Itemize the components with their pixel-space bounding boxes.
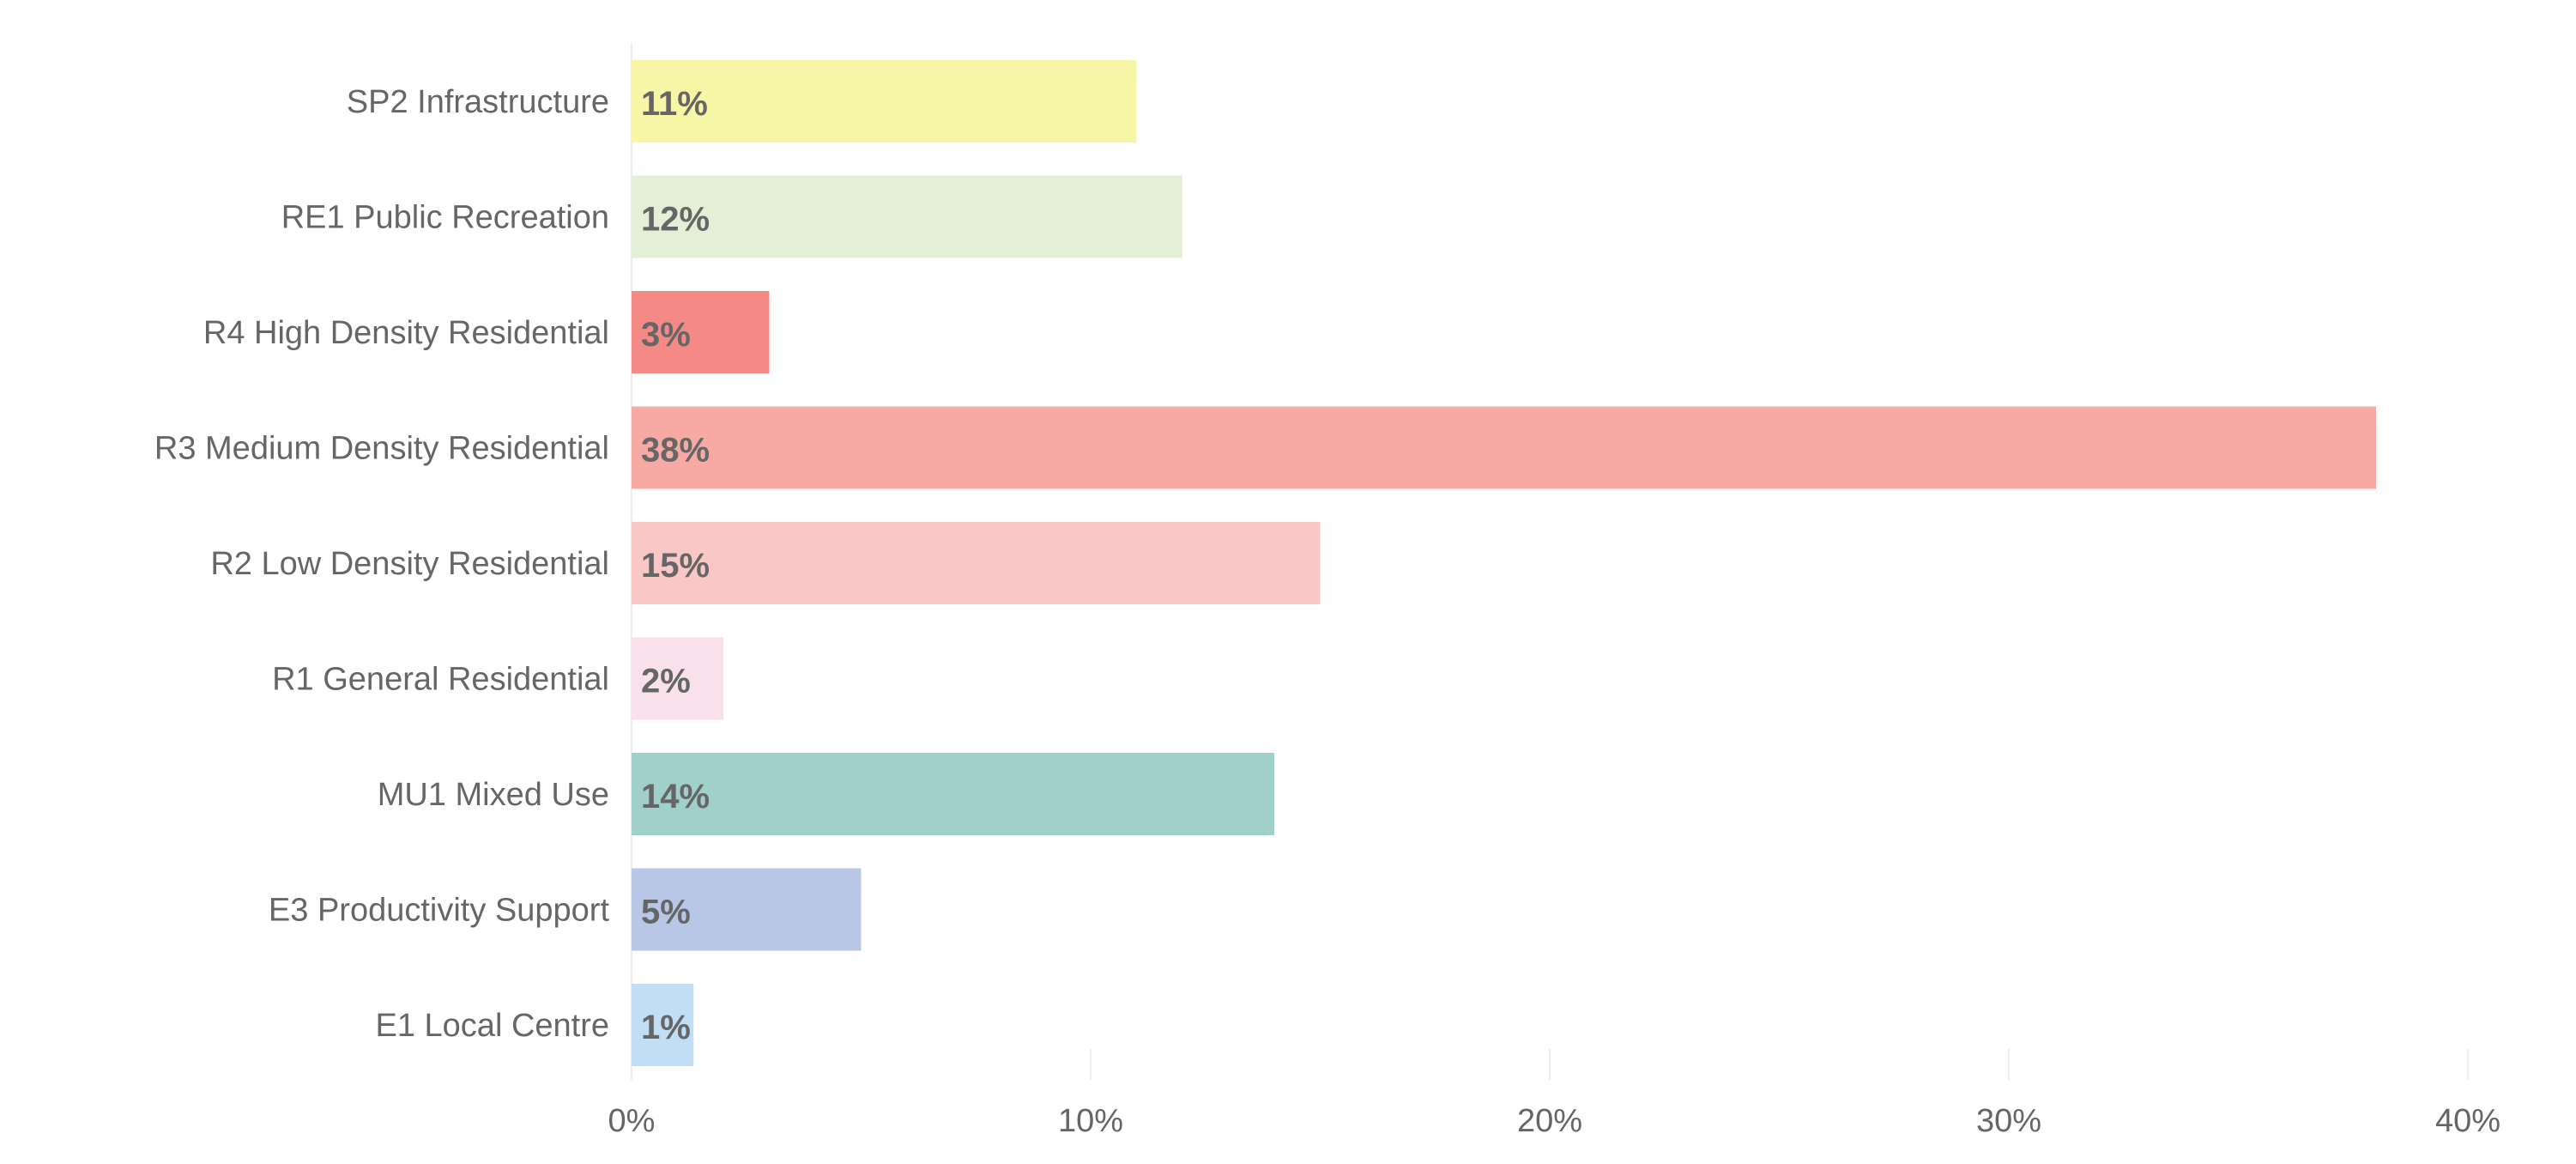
bar (632, 175, 1182, 258)
value-label: 5% (641, 894, 691, 931)
value-label: 3% (641, 316, 691, 354)
bar (632, 637, 723, 720)
category-label: R3 Medium Density Residential (154, 431, 609, 467)
category-label: E3 Productivity Support (269, 893, 610, 929)
value-label: 14% (641, 778, 710, 815)
category-labels: SP2 Infrastructure RE1 Public Recreation R… (154, 84, 610, 1044)
bar (632, 406, 2376, 489)
value-label: 1% (641, 1009, 691, 1046)
category-label: RE1 Public Recreation (281, 200, 609, 236)
value-label: 12% (641, 201, 710, 239)
value-label: 38% (641, 432, 710, 470)
bar (632, 753, 1274, 835)
x-tick-label: 30% (1976, 1103, 2041, 1139)
category-label: SP2 Infrastructure (347, 84, 609, 120)
bar (632, 291, 770, 373)
bar (632, 868, 862, 951)
value-label: 15% (641, 547, 710, 585)
category-label: R4 High Density Residential (203, 315, 609, 351)
category-label: R2 Low Density Residential (210, 546, 609, 582)
bar (632, 522, 1321, 604)
value-label: 2% (641, 663, 691, 700)
value-label: 11% (641, 85, 708, 123)
x-tick-label: 20% (1517, 1103, 1582, 1139)
bar (632, 60, 1137, 142)
category-label: MU1 Mixed Use (378, 777, 609, 813)
x-axis-tick-labels: 0% 10% 20% 30% 40% (608, 1103, 2500, 1139)
value-labels: 11% 12% 3% 38% 15% 2% 14% 5% 1% (641, 85, 710, 1046)
category-label: R1 General Residential (272, 662, 609, 698)
x-tick-label: 0% (608, 1103, 656, 1139)
category-label: E1 Local Centre (376, 1008, 610, 1044)
x-tick-label: 40% (2435, 1103, 2500, 1139)
x-tick-label: 10% (1058, 1103, 1123, 1139)
bars (632, 60, 2376, 1066)
bar (632, 984, 694, 1066)
